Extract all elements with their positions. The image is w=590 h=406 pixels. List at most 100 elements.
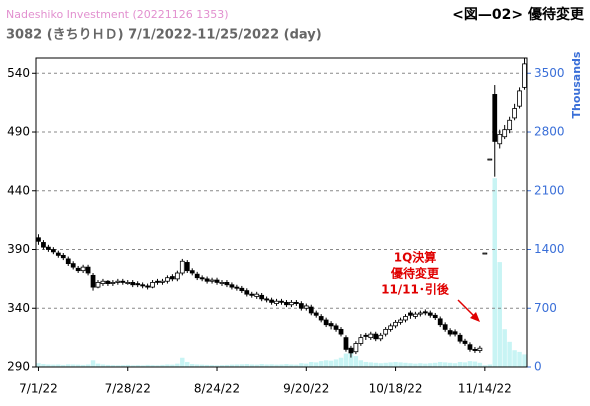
- volume-bar: [383, 362, 388, 367]
- y2-tick-label: 700: [534, 301, 557, 315]
- candle-body: [318, 316, 324, 321]
- y-tick-label: 490: [7, 125, 30, 139]
- annotation: 1Q決算: [394, 250, 437, 265]
- candle-body: [189, 270, 195, 274]
- candle-body: [170, 276, 175, 280]
- volume-bar: [333, 359, 339, 367]
- volume-bar: [259, 364, 264, 367]
- volume-bar: [80, 364, 86, 367]
- candle-body: [373, 333, 379, 340]
- candle-body: [452, 331, 458, 335]
- candle-body: [55, 252, 61, 256]
- candle-body: [179, 260, 185, 274]
- candle-body: [95, 282, 101, 288]
- candle-body: [487, 158, 493, 161]
- candle-body: [219, 282, 225, 284]
- volume-bar: [502, 329, 507, 367]
- candle-body: [442, 324, 448, 330]
- x-tick-label: 11/14/22: [458, 382, 512, 396]
- candle-body: [422, 311, 428, 314]
- volume-bar: [61, 364, 66, 367]
- volume-bar: [224, 364, 230, 367]
- x-tick-label: 7/28/22: [105, 382, 151, 396]
- volume-bar: [358, 360, 364, 367]
- candle-body: [234, 286, 240, 289]
- candle-body: [522, 63, 527, 88]
- volume-bar: [130, 365, 135, 367]
- x-tick-label: 10/18/22: [369, 382, 423, 396]
- candle-body: [284, 301, 289, 306]
- volume-bar: [41, 364, 46, 367]
- candle-body: [125, 282, 131, 284]
- volume-bar: [313, 362, 319, 367]
- volume-bar: [413, 363, 418, 367]
- candle-body: [274, 300, 279, 304]
- candle-body: [184, 262, 190, 272]
- volume-bar: [437, 361, 443, 367]
- volume-bar: [249, 364, 254, 367]
- volume-bar: [204, 364, 210, 367]
- candle-body: [204, 278, 210, 282]
- candle-body: [239, 287, 245, 292]
- candle-body: [457, 334, 463, 342]
- candle-body: [90, 274, 96, 288]
- candle-body: [512, 108, 517, 119]
- volume-bar: [492, 178, 497, 367]
- candle-body: [313, 312, 319, 316]
- candle-body: [293, 301, 299, 304]
- chart-title: Nadeshiko Investment (20221126 1353): [6, 8, 229, 21]
- candle-body: [229, 284, 235, 288]
- candle-body: [150, 282, 155, 288]
- volume-bar: [120, 365, 126, 367]
- volume-bar: [318, 361, 324, 367]
- candle-body: [155, 280, 160, 283]
- candle-body: [174, 272, 180, 280]
- volume-bar: [328, 360, 334, 367]
- candle-body: [209, 279, 215, 282]
- candle-body: [393, 321, 398, 327]
- candle-body: [378, 334, 384, 340]
- candle-body: [363, 334, 369, 337]
- plot-frame: [35, 57, 528, 368]
- candle-body: [60, 254, 66, 259]
- candle-body: [259, 294, 265, 300]
- candle-body: [145, 285, 150, 288]
- candle-body: [338, 329, 344, 335]
- candle-body: [472, 348, 478, 351]
- volume-bar: [90, 360, 96, 367]
- volume-bar: [393, 361, 398, 367]
- volume-bar: [36, 363, 41, 367]
- y2-tick-label: 0: [534, 360, 542, 374]
- volume-bar: [95, 363, 101, 367]
- candle-body: [502, 129, 508, 138]
- volume-bar: [66, 364, 71, 367]
- candle-body: [140, 284, 146, 287]
- volume-bar: [214, 365, 220, 367]
- volume-bar: [442, 362, 448, 367]
- candle-body: [328, 323, 334, 327]
- volume-bar: [343, 353, 349, 367]
- volume-bar: [452, 363, 458, 367]
- candle-body: [46, 246, 51, 250]
- candle-body: [279, 300, 284, 303]
- candle-body: [75, 267, 81, 272]
- candle-body: [264, 298, 270, 301]
- volume-bar: [477, 362, 483, 367]
- volume-bar: [274, 364, 279, 367]
- candle-body: [80, 266, 86, 272]
- candle-body: [432, 314, 438, 319]
- chart-subtitle: 3082 (きちりＨＤ) 7/1/2022-11/25/2022 (day): [6, 28, 322, 43]
- heading: <図—02> 優待変更: [452, 6, 585, 23]
- volume-bar: [135, 365, 140, 367]
- volume-bar: [199, 364, 205, 367]
- volume-bar: [482, 365, 488, 367]
- candle-body: [368, 333, 374, 339]
- y-tick-label: 290: [7, 360, 30, 374]
- volume-bar: [170, 364, 175, 367]
- volume-bar: [408, 363, 413, 367]
- volume-bar: [348, 351, 354, 367]
- candle-body: [408, 312, 413, 316]
- annotation-arrowhead: [470, 312, 480, 322]
- volume-bar: [145, 364, 150, 367]
